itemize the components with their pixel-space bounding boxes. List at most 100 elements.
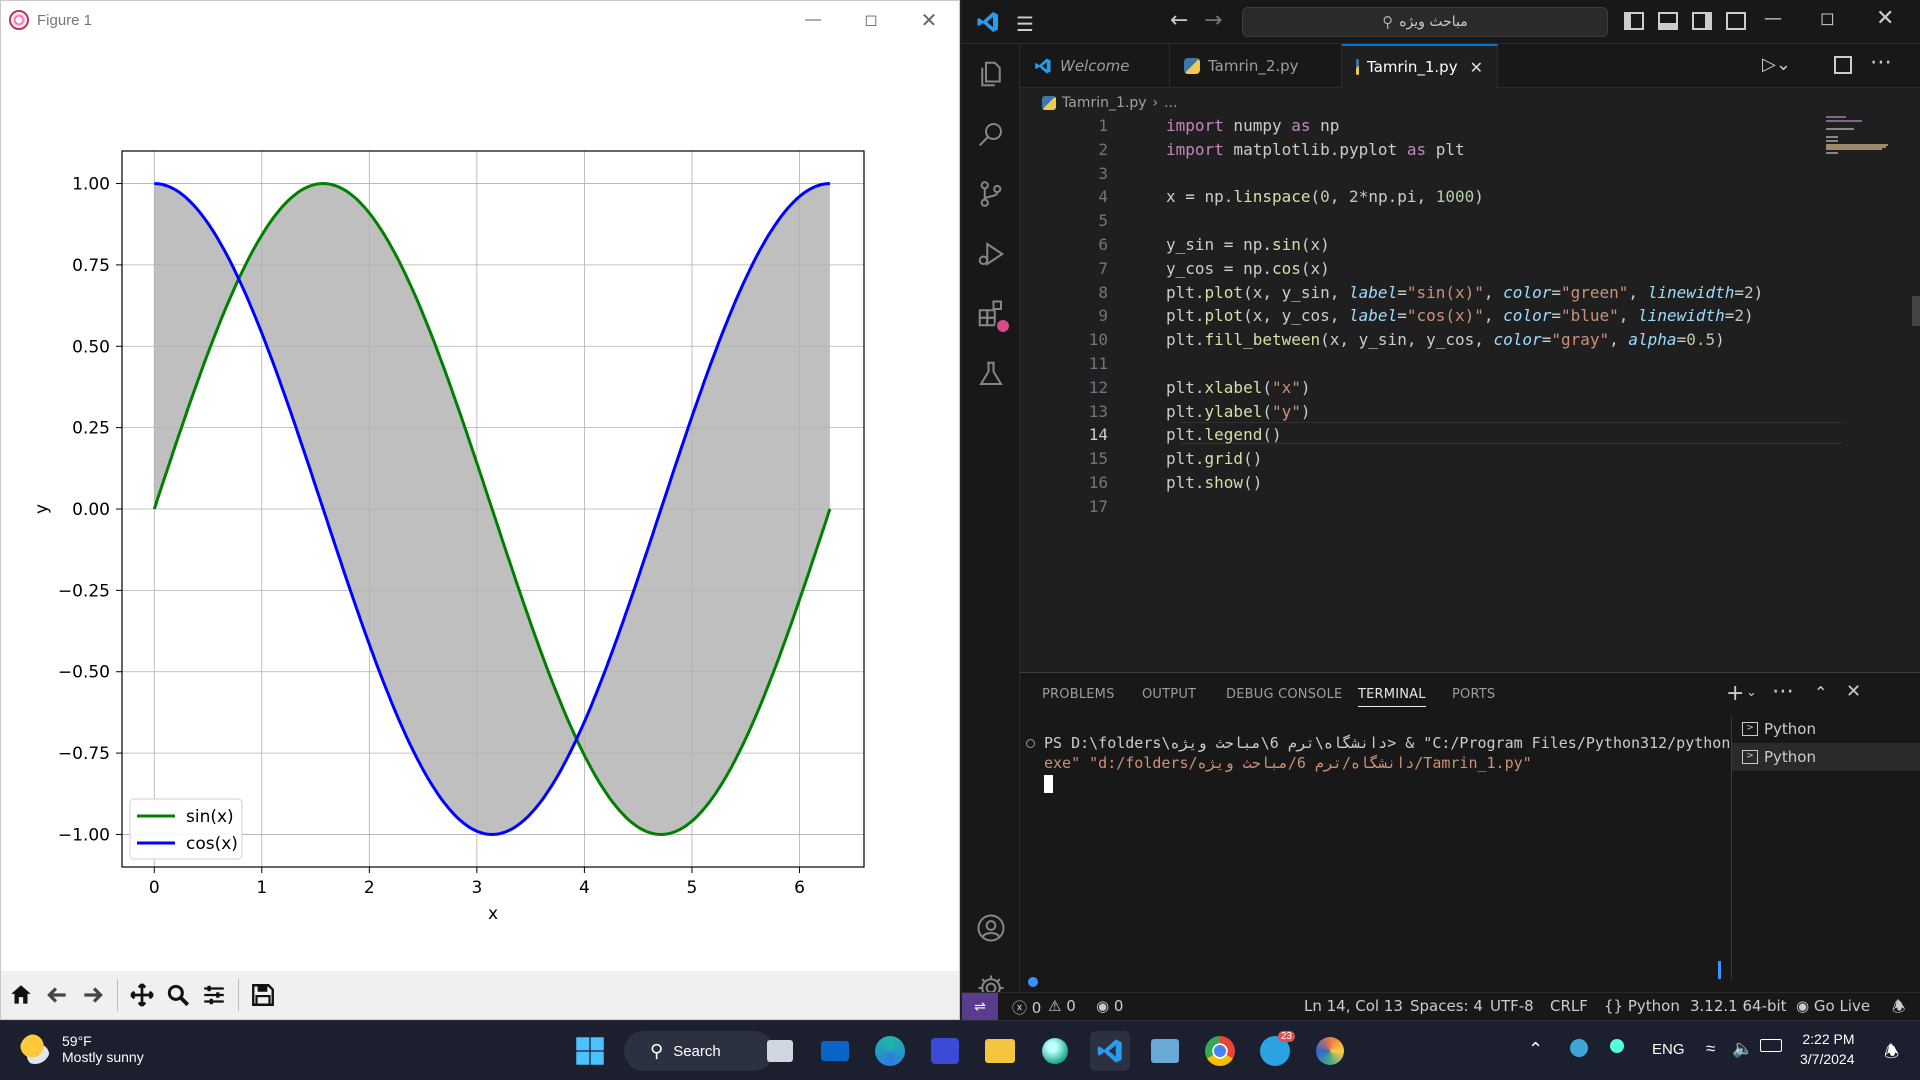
start-button[interactable]	[570, 1031, 610, 1071]
ports-indicator[interactable]: ◉ 0	[1096, 997, 1123, 1015]
wifi-icon[interactable]: ≈	[1706, 1039, 1716, 1058]
toggle-primary-sidebar-icon[interactable]	[1624, 12, 1644, 30]
tab-ports[interactable]: PORTS	[1452, 687, 1496, 702]
file-explorer-icon[interactable]	[980, 1031, 1020, 1071]
split-editor-icon[interactable]	[1834, 56, 1852, 74]
toggle-secondary-sidebar-icon[interactable]	[1692, 12, 1712, 30]
more-actions-icon[interactable]: ⋯	[1870, 50, 1892, 75]
search-button[interactable]	[962, 106, 1020, 162]
code-line-8: plt.plot(x, y_sin, label="sin(x)", color…	[1166, 282, 1764, 302]
nav-back-icon[interactable]: ←	[1170, 8, 1189, 33]
volume-icon[interactable]: 🔈	[1732, 1039, 1754, 1058]
matplotlib-taskbar-icon[interactable]	[1310, 1031, 1350, 1071]
plot-canvas[interactable]: 0 1 2 3 4 5 6 1.00 0.75 0.50 0.25 0.00 −0.25 −0.50 −0.…	[1, 39, 959, 969]
close-panel-icon[interactable]: ✕	[1846, 681, 1862, 702]
chevron-down-icon[interactable]: ⌄	[1746, 685, 1757, 700]
taskbar-search[interactable]: ⚲ Search	[624, 1031, 774, 1071]
tab-debug-console[interactable]: DEBUG CONSOLE	[1226, 687, 1343, 702]
mathpix-icon[interactable]	[925, 1031, 965, 1071]
notifications-bell-icon[interactable]: 🕭	[1892, 998, 1906, 1016]
warnings-indicator[interactable]: ⚠ 0	[1048, 997, 1076, 1015]
chrome-icon[interactable]	[1200, 1031, 1240, 1071]
end-of-line[interactable]: CRLF	[1550, 997, 1588, 1015]
close-button[interactable]: ✕	[920, 9, 938, 32]
customize-layout-icon[interactable]	[1726, 12, 1746, 30]
control-panel-icon[interactable]	[1145, 1031, 1185, 1071]
new-terminal-icon[interactable]: +	[1726, 681, 1745, 706]
minimize-button[interactable]: —	[1764, 8, 1782, 29]
maximize-button[interactable]: ◻	[864, 12, 878, 29]
run-file-icon[interactable]: ▷⌄	[1762, 54, 1791, 75]
files-icon	[981, 61, 1001, 87]
telegram-icon[interactable]: 23	[1255, 1031, 1295, 1071]
cursor-position[interactable]: Ln 14, Col 13	[1304, 997, 1403, 1015]
show-hidden-icons[interactable]: ⌃	[1528, 1039, 1544, 1059]
code-editor[interactable]: 1 2 3 4 5 6 7 8 9 10 11 12 13 14 15 16 17 import numpy a…	[1020, 116, 1920, 672]
nav-forward-icon[interactable]: →	[1204, 8, 1223, 33]
configure-button[interactable]	[198, 977, 230, 1013]
go-live-button[interactable]: ◉ Go Live	[1796, 997, 1870, 1015]
clock[interactable]: 2:22 PM 3/7/2024	[1800, 1029, 1855, 1069]
indentation[interactable]: Spaces: 4	[1410, 997, 1483, 1015]
globe-app-icon[interactable]	[1035, 1031, 1075, 1071]
explorer-button[interactable]	[962, 46, 1020, 102]
minimap[interactable]	[1826, 116, 1896, 156]
extensions-icon	[978, 300, 1002, 327]
maximize-panel-icon[interactable]: ⌃	[1814, 683, 1828, 702]
tab-welcome[interactable]: Welcome	[1020, 44, 1170, 88]
edge-icon[interactable]	[870, 1031, 910, 1071]
language-mode[interactable]: {} Python	[1604, 997, 1680, 1015]
task-view-icon[interactable]	[760, 1031, 800, 1071]
extensions-button[interactable]	[962, 286, 1020, 342]
terminal-instance-2[interactable]: > Python	[1732, 743, 1920, 771]
forward-button[interactable]	[77, 977, 109, 1013]
tab-problems[interactable]: PROBLEMS	[1042, 687, 1115, 702]
close-icon[interactable]: ✕	[1469, 57, 1483, 77]
zoom-button[interactable]	[162, 977, 194, 1013]
errors-indicator[interactable]: ⓧ 0	[1012, 997, 1041, 1018]
pan-button[interactable]	[126, 977, 158, 1013]
source-control-button[interactable]	[962, 166, 1020, 222]
command-center[interactable]: ⚲ مباحث ویژه	[1242, 7, 1608, 37]
editor-scrollbar[interactable]	[1912, 296, 1920, 326]
remote-indicator-icon[interactable]: ⇌	[962, 993, 998, 1020]
encoding[interactable]: UTF-8	[1490, 997, 1534, 1015]
tray-app-icon[interactable]	[1570, 1039, 1588, 1057]
terminal-instance-1[interactable]: > Python	[1732, 715, 1920, 743]
tab-tamrin-1[interactable]: Tamrin_1.py ✕	[1342, 44, 1498, 88]
battery-icon[interactable]	[1760, 1039, 1782, 1052]
toggle-panel-icon[interactable]	[1658, 12, 1678, 30]
minimize-button[interactable]: —	[805, 11, 821, 28]
matplotlib-window: Figure 1 — ◻ ✕ 0 1 2 3 4 5 6 1.00 0.75 0.50 0.25 0.…	[0, 0, 960, 1020]
back-button[interactable]	[41, 977, 73, 1013]
code-line-13: plt.ylabel("y")	[1166, 401, 1311, 421]
tab-tamrin-2[interactable]: Tamrin_2.py	[1170, 44, 1342, 88]
tab-output[interactable]: OUTPUT	[1142, 687, 1197, 702]
vscode-taskbar-icon[interactable]	[1090, 1031, 1130, 1071]
close-button[interactable]: ✕	[1876, 6, 1895, 31]
code-line-15: plt.grid()	[1166, 449, 1263, 469]
accounts-button[interactable]	[962, 900, 1020, 956]
breadcrumb-file[interactable]: Tamrin_1.py	[1062, 95, 1147, 111]
line-number: 7	[1098, 258, 1108, 278]
tray-app-icon[interactable]	[1610, 1039, 1624, 1053]
forward-icon	[84, 987, 103, 1003]
save-icon	[252, 984, 274, 1006]
terminal-output[interactable]: PS D:\folders\دانشگاه\ترم 6\مباحث ویژه> …	[1020, 733, 1770, 793]
weather-widget[interactable]: 59°F Mostly sunny	[20, 1033, 144, 1065]
breadcrumb-more[interactable]: ...	[1164, 95, 1178, 111]
sun-cloud-icon	[20, 1034, 50, 1064]
testing-button[interactable]	[962, 346, 1020, 402]
tab-terminal[interactable]: TERMINAL	[1358, 687, 1426, 707]
run-debug-button[interactable]	[962, 226, 1020, 282]
more-actions-icon[interactable]: ⋯	[1772, 679, 1794, 704]
home-button[interactable]	[5, 977, 37, 1013]
maximize-button[interactable]: ◻	[1820, 8, 1835, 29]
menu-icon[interactable]: ☰	[1016, 12, 1034, 36]
python-interpreter[interactable]: 3.12.1 64-bit	[1690, 997, 1787, 1015]
input-language[interactable]: ENG	[1652, 1041, 1685, 1058]
notifications-icon[interactable]: 🕭	[1884, 1042, 1900, 1061]
save-button[interactable]	[247, 977, 279, 1013]
mail-icon[interactable]	[815, 1031, 855, 1071]
broadcast-icon: ◉	[1796, 997, 1810, 1015]
